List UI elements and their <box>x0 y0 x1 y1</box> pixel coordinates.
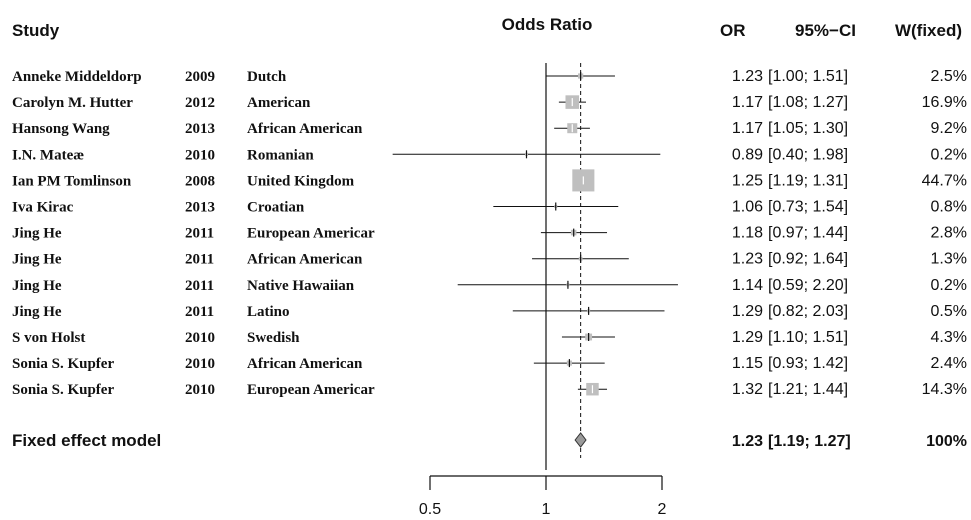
study-weight: 0.2% <box>931 146 967 163</box>
study-or: 1.14 <box>732 277 763 294</box>
study-header: Study <box>12 21 60 40</box>
study-population: Native Hawaiian <box>247 278 355 294</box>
study-year: 2009 <box>185 69 215 85</box>
study-weight: 4.3% <box>931 329 967 346</box>
study-weight: 14.3% <box>922 381 967 398</box>
study-year: 2013 <box>185 200 215 216</box>
study-ci: [0.92; 1.64] <box>768 251 848 268</box>
study-or: 1.25 <box>732 172 763 189</box>
study-author: Sonia S. Kupfer <box>12 382 114 398</box>
study-ci: [0.73; 1.54] <box>768 199 848 216</box>
study-population: Croatian <box>247 200 305 216</box>
or-header: OR <box>720 21 746 40</box>
study-population: European Americar <box>247 382 375 398</box>
x-tick-label: 0.5 <box>419 501 441 518</box>
study-year: 2012 <box>185 95 215 111</box>
study-author: Jing He <box>12 226 62 242</box>
study-weight: 16.9% <box>922 94 967 111</box>
study-population: African American <box>247 121 363 137</box>
study-weight: 0.2% <box>931 277 967 294</box>
study-year: 2010 <box>185 356 215 372</box>
pooled-label: Fixed effect model <box>12 431 161 450</box>
study-or: 1.06 <box>732 199 763 216</box>
study-or: 1.32 <box>732 381 763 398</box>
study-population: Swedish <box>247 330 300 346</box>
study-population: Dutch <box>247 69 287 85</box>
ci-header: 95%−CI <box>795 21 856 40</box>
study-weight: 2.8% <box>931 225 967 242</box>
study-author: Ian PM Tomlinson <box>12 173 132 189</box>
plot-area <box>392 63 678 470</box>
study-weight: 9.2% <box>931 120 967 137</box>
study-ci: [1.00; 1.51] <box>768 68 848 85</box>
study-weight: 1.3% <box>931 251 967 268</box>
study-ci: [0.82; 2.03] <box>768 303 848 320</box>
study-or: 1.23 <box>732 68 763 85</box>
study-weight: 0.5% <box>931 303 967 320</box>
x-tick-label: 2 <box>658 501 667 518</box>
study-ci: [0.40; 1.98] <box>768 146 848 163</box>
pooled-or: 1.23 <box>732 433 763 450</box>
study-weight: 44.7% <box>922 172 967 189</box>
study-weight: 0.8% <box>931 199 967 216</box>
study-weight: 2.4% <box>931 355 967 372</box>
study-author: Hansong Wang <box>12 121 110 137</box>
study-or: 1.17 <box>732 120 763 137</box>
weight-header: W(fixed) <box>895 21 962 40</box>
study-population: United Kingdom <box>247 173 355 189</box>
study-author: Anneke Middeldorp <box>12 69 142 85</box>
study-ci: [0.93; 1.42] <box>768 355 848 372</box>
study-ci: [0.59; 2.20] <box>768 277 848 294</box>
study-year: 2010 <box>185 330 215 346</box>
x-axis: 0.5 1 2 <box>419 475 667 518</box>
pooled-weight: 100% <box>926 433 967 450</box>
study-author: I.N. Mateæ <box>12 147 84 163</box>
study-or: 1.17 <box>732 94 763 111</box>
study-year: 2011 <box>185 304 214 320</box>
study-author: Carolyn M. Hutter <box>12 95 133 111</box>
study-or: 1.18 <box>732 225 763 242</box>
study-ci: [0.97; 1.44] <box>768 225 848 242</box>
study-or: 1.29 <box>732 303 763 320</box>
study-author: Iva Kirac <box>12 200 74 216</box>
study-year: 2010 <box>185 382 215 398</box>
study-year: 2011 <box>185 226 214 242</box>
x-tick-label: 1 <box>542 501 551 518</box>
pooled-ci: [1.19; 1.27] <box>768 433 851 450</box>
study-author: Jing He <box>12 252 62 268</box>
study-year: 2011 <box>185 252 214 268</box>
study-ci: [1.19; 1.31] <box>768 172 848 189</box>
study-year: 2010 <box>185 147 215 163</box>
study-author: Jing He <box>12 278 62 294</box>
study-or: 1.23 <box>732 251 763 268</box>
study-year: 2013 <box>185 121 215 137</box>
study-or: 1.29 <box>732 329 763 346</box>
study-population: African American <box>247 252 363 268</box>
study-author: S von Holst <box>12 330 85 346</box>
study-rows: Anneke Middeldorp 2009 Dutch 1.23 [1.00; 1.5… <box>12 68 967 450</box>
study-year: 2008 <box>185 173 215 189</box>
study-author: Jing He <box>12 304 62 320</box>
plot-title: Odds Ratio <box>502 15 593 34</box>
study-ci: [1.05; 1.30] <box>768 120 848 137</box>
study-population: European Americar <box>247 226 375 242</box>
study-author: Sonia S. Kupfer <box>12 356 114 372</box>
study-population: American <box>247 95 311 111</box>
study-weight: 2.5% <box>931 68 967 85</box>
study-population: African American <box>247 356 363 372</box>
study-population: Latino <box>247 304 290 320</box>
study-ci: [1.21; 1.44] <box>768 381 848 398</box>
study-ci: [1.08; 1.27] <box>768 94 848 111</box>
study-or: 0.89 <box>732 146 763 163</box>
study-population: Romanian <box>247 147 314 163</box>
pooled-diamond <box>574 432 587 448</box>
study-year: 2011 <box>185 278 214 294</box>
study-ci: [1.10; 1.51] <box>768 329 848 346</box>
study-or: 1.15 <box>732 355 763 372</box>
